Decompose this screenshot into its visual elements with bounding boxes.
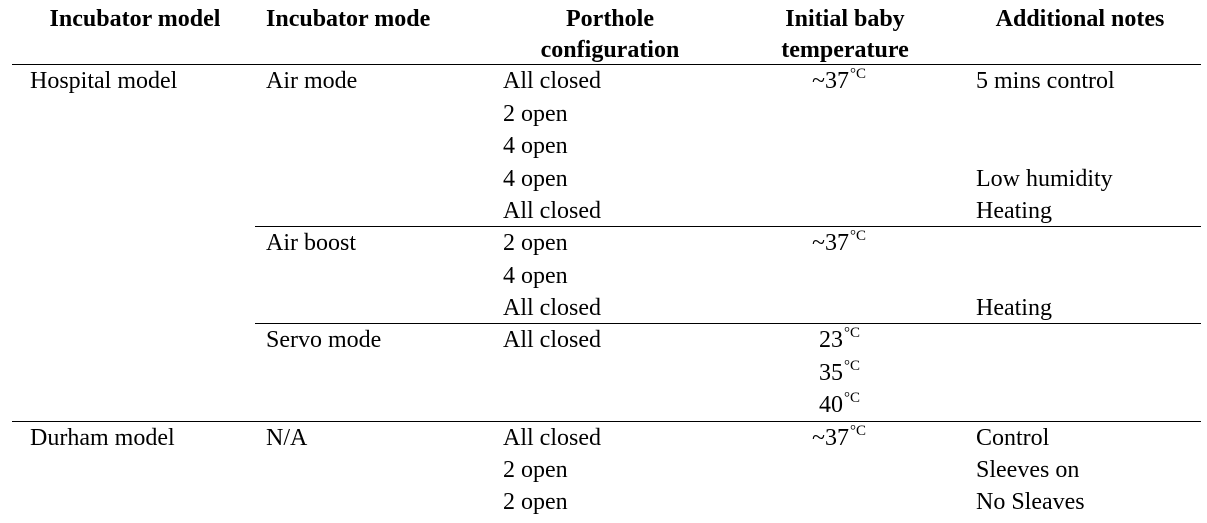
header-temperature-line2: temperature	[781, 37, 909, 63]
porthole-row-9: All closed	[503, 327, 601, 353]
temperature-servo-23: 23°C	[819, 325, 861, 353]
temperature-air-mode: ~37°C	[812, 66, 866, 94]
note-row-4: Low humidity	[976, 166, 1113, 192]
header-divider	[12, 64, 1201, 65]
temperature-durham: ~37°C	[812, 423, 866, 451]
group-divider-durham	[12, 421, 1201, 422]
porthole-row-12: 2 open	[503, 489, 568, 515]
note-row-1: 5 mins control	[976, 68, 1115, 94]
header-additional-notes: Additional notes	[995, 6, 1165, 32]
porthole-row-7: 4 open	[503, 263, 568, 289]
temperature-servo-40: 40°C	[819, 390, 861, 418]
porthole-row-5: All closed	[503, 198, 601, 224]
porthole-row-1: All closed	[503, 68, 601, 94]
mode-na: N/A	[266, 425, 308, 451]
temperature-servo-35: 35°C	[819, 358, 861, 386]
group-divider-air-boost	[255, 226, 1201, 227]
note-row-8: Heating	[976, 295, 1052, 321]
mode-servo-mode: Servo mode	[266, 327, 382, 353]
note-row-10: Control	[976, 425, 1050, 451]
porthole-row-6: 2 open	[503, 230, 568, 256]
note-row-11: Sleeves on	[976, 457, 1080, 483]
mode-air-boost: Air boost	[266, 230, 356, 256]
header-incubator-mode: Incubator mode	[266, 6, 431, 32]
group-divider-servo-mode	[255, 323, 1201, 324]
porthole-row-3: 4 open	[503, 133, 568, 159]
porthole-row-2: 2 open	[503, 101, 568, 127]
header-temperature-line1: Initial baby	[785, 6, 905, 32]
note-row-12: No Sleaves	[976, 489, 1085, 515]
model-hospital: Hospital model	[30, 68, 178, 94]
porthole-row-8: All closed	[503, 295, 601, 321]
header-porthole-line1: Porthole	[566, 6, 654, 32]
mode-air-mode: Air mode	[266, 68, 358, 94]
header-incubator-model: Incubator model	[49, 6, 221, 32]
porthole-row-11: 2 open	[503, 457, 568, 483]
model-durham: Durham model	[30, 425, 175, 451]
note-row-5: Heating	[976, 198, 1052, 224]
header-porthole-line2: configuration	[540, 37, 680, 63]
porthole-row-4: 4 open	[503, 166, 568, 192]
temperature-air-boost: ~37°C	[812, 228, 866, 256]
porthole-row-10: All closed	[503, 425, 601, 451]
